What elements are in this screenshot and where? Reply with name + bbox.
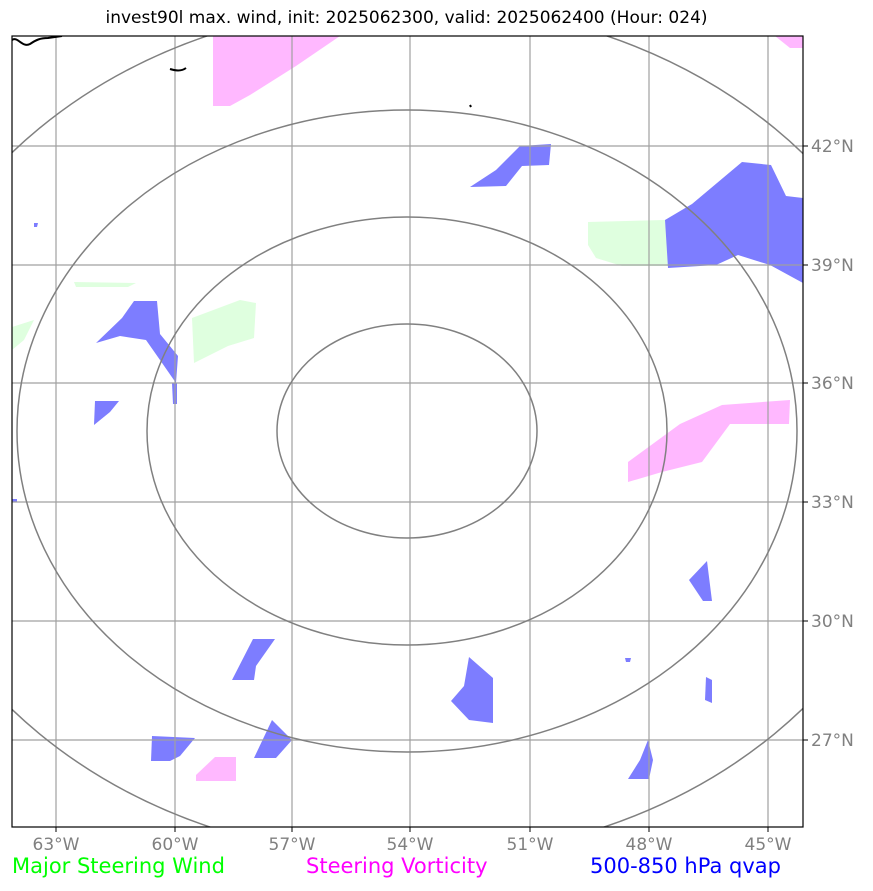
- longitude-labels: 63°W 60°W 57°W 54°W 51°W 48°W 45°W: [33, 835, 792, 855]
- vorticity-area: [775, 36, 803, 48]
- lat-label: 30°N: [811, 612, 854, 632]
- lat-label: 39°N: [811, 256, 854, 276]
- steering-wind-area: [74, 282, 136, 287]
- steering-wind-areas: [12, 220, 668, 363]
- coastline-segment: [469, 104, 472, 108]
- steering-wind-area: [588, 220, 668, 266]
- vorticity-areas: [196, 36, 803, 781]
- qvap-area: [151, 736, 195, 761]
- legend-steering-wind: Major Steering Wind: [12, 854, 225, 878]
- lat-label: 42°N: [811, 137, 854, 157]
- lat-label: 27°N: [811, 731, 854, 751]
- qvap-area: [689, 561, 712, 601]
- lon-label: 63°W: [33, 835, 80, 855]
- steering-wind-area: [192, 300, 256, 363]
- lon-label: 45°W: [745, 835, 792, 855]
- coastline-segment: [169, 67, 187, 72]
- qvap-area: [451, 657, 493, 723]
- vorticity-area: [213, 36, 340, 106]
- lon-label: 54°W: [387, 835, 434, 855]
- lon-label: 51°W: [507, 835, 554, 855]
- chart-title: invest90l max. wind, init: 2025062300, v…: [105, 8, 708, 28]
- legend-steering-vorticity: Steering Vorticity: [306, 854, 488, 878]
- map-frame: [11, 35, 804, 828]
- vorticity-area: [196, 757, 236, 781]
- coastline-segment: [12, 36, 63, 46]
- qvap-area: [625, 658, 631, 662]
- coastline: [12, 36, 472, 108]
- vorticity-area: [628, 400, 790, 482]
- range-ring: [276, 323, 538, 539]
- qvap-area: [94, 401, 119, 425]
- qvap-area: [628, 740, 653, 779]
- legend-qvap: 500-850 hPa qvap: [590, 854, 781, 878]
- qvap-area: [470, 144, 551, 187]
- axis-ticks: [55, 145, 808, 832]
- lat-label: 33°N: [811, 493, 854, 513]
- steering-wind-area: [12, 320, 34, 350]
- range-ring: [16, 109, 798, 753]
- range-rings: [12, 36, 803, 827]
- qvap-area: [232, 639, 275, 680]
- qvap-area: [34, 223, 38, 227]
- qvap-area: [705, 677, 712, 703]
- qvap-area: [96, 301, 178, 383]
- graticule: [12, 36, 803, 827]
- qvap-area: [254, 720, 292, 758]
- latitude-labels: 42°N 39°N 36°N 33°N 30°N 27°N: [811, 137, 854, 751]
- lon-label: 57°W: [269, 835, 316, 855]
- qvap-area: [12, 499, 17, 502]
- lon-label: 48°W: [626, 835, 673, 855]
- range-ring: [146, 216, 668, 646]
- lon-label: 60°W: [152, 835, 199, 855]
- lat-label: 36°N: [811, 374, 854, 394]
